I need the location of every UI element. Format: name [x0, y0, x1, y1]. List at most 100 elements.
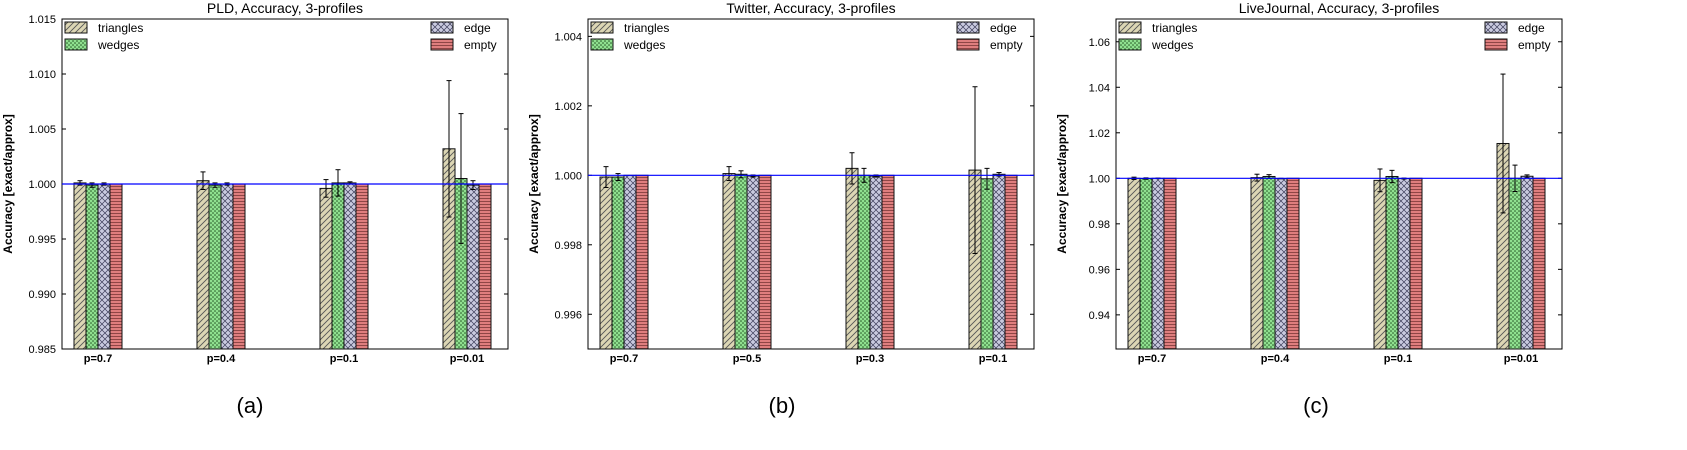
legend-swatch-wedges	[590, 38, 614, 51]
bar-triangles	[319, 187, 333, 350]
bar-empty	[232, 183, 246, 350]
legend-label-edge: edge	[1518, 21, 1545, 35]
bar-triangles	[722, 173, 736, 350]
error-bar	[446, 80, 452, 218]
x-tick-label: p=0.7	[610, 353, 638, 365]
y-tick-label: 1.000	[28, 179, 56, 191]
y-tick-label: 1.002	[554, 101, 582, 113]
bar-wedges	[331, 182, 345, 350]
legend-label-edge: edge	[990, 21, 1017, 35]
legend: triangles wedges edge empty	[64, 21, 497, 52]
legend-swatch-edge	[430, 21, 454, 34]
x-tick-label: p=0.7	[84, 353, 112, 365]
legend-swatch-triangles	[64, 21, 88, 34]
legend: triangles wedges edge empty	[1118, 21, 1551, 52]
error-bar	[849, 152, 855, 185]
error-bar	[738, 170, 744, 179]
y-tick-label: 1.00	[1089, 173, 1110, 185]
panel-caption: (b)	[769, 393, 796, 418]
legend-swatch-edge	[956, 21, 980, 34]
error-bar	[603, 166, 609, 188]
bar-wedges	[208, 184, 222, 350]
y-tick-label: 0.990	[28, 289, 56, 301]
bar-triangles	[1250, 177, 1264, 350]
error-bar	[1389, 169, 1395, 184]
bar-empty	[355, 183, 369, 350]
panel-caption: (a)	[237, 393, 264, 418]
bar-edge	[466, 184, 480, 350]
x-tick-label: p=0.4	[1261, 353, 1290, 365]
bar-wedges	[1139, 178, 1153, 350]
x-tick-label: p=0.01	[1504, 353, 1539, 365]
legend-swatch-empty	[1484, 38, 1508, 51]
bar-empty	[478, 183, 492, 350]
y-tick-label: 1.04	[1089, 82, 1110, 94]
y-tick-label: 1.06	[1089, 37, 1110, 49]
bar-wedges	[980, 178, 994, 350]
legend-label-triangles: triangles	[1152, 21, 1197, 35]
x-tick-label: p=0.1	[330, 353, 358, 365]
error-bar	[1254, 173, 1260, 182]
error-bar	[972, 86, 978, 254]
bar-triangles	[845, 167, 859, 350]
error-bar	[470, 180, 476, 190]
x-tick-label: p=0.5	[733, 353, 761, 365]
legend-label-triangles: triangles	[624, 21, 669, 35]
y-tick-label: 1.02	[1089, 128, 1110, 140]
bar-empty	[1286, 177, 1300, 350]
bar-empty	[635, 174, 649, 350]
error-bar	[1524, 174, 1530, 179]
y-axis-label: Accuracy [exact/approx]	[1055, 114, 1069, 253]
legend-swatch-triangles	[1118, 21, 1142, 34]
bar-wedges	[1262, 175, 1276, 350]
error-bar	[984, 167, 990, 190]
bar-empty	[758, 174, 772, 350]
bar-empty	[1532, 177, 1546, 350]
bar-triangles	[599, 176, 613, 350]
y-tick-label: 0.998	[554, 240, 582, 252]
plot-frame	[1115, 18, 1563, 350]
bar-triangles	[73, 182, 87, 350]
bar-edge	[1397, 178, 1411, 350]
bar-edge	[623, 174, 637, 350]
legend-swatch-edge	[1484, 21, 1508, 34]
bar-edge	[343, 182, 357, 350]
y-tick-label: 1.000	[554, 170, 582, 182]
bar-triangles	[1127, 177, 1141, 350]
bar-wedges	[1385, 175, 1399, 350]
panel-caption: (c)	[1303, 393, 1329, 418]
chart-panel-1: PLD, Accuracy, 3-profiles 0.985 0.990 0.995…	[1, 0, 509, 418]
legend-swatch-wedges	[64, 38, 88, 51]
x-tick-label: p=0.1	[979, 353, 1007, 365]
error-bar	[335, 169, 341, 197]
x-tick-label: p=0.1	[1384, 353, 1412, 365]
bar-wedges	[85, 184, 99, 350]
bar-edge	[1520, 175, 1534, 350]
legend-swatch-empty	[430, 38, 454, 51]
plot-frame	[587, 18, 1035, 350]
y-tick-label: 0.98	[1089, 219, 1110, 231]
chart-panel-2: Twitter, Accuracy, 3-profiles 0.996 0.998 1…	[527, 0, 1035, 418]
error-bar	[1377, 168, 1383, 193]
legend-swatch-wedges	[1118, 38, 1142, 51]
bar-edge	[97, 183, 111, 350]
bar-triangles	[1373, 179, 1387, 350]
error-bar	[458, 113, 464, 244]
error-bar	[323, 179, 329, 198]
bar-edge	[1274, 178, 1288, 350]
y-tick-label: 0.94	[1089, 310, 1110, 322]
bar-empty	[1163, 177, 1177, 350]
bar-empty	[1409, 177, 1423, 350]
bar-wedges	[611, 176, 625, 350]
bar-wedges	[734, 173, 748, 350]
bar-edge	[1151, 177, 1165, 350]
y-tick-label: 0.996	[554, 309, 582, 321]
chart-title: PLD, Accuracy, 3-profiles	[207, 0, 363, 16]
y-tick-label: 1.015	[28, 14, 56, 26]
bar-triangles	[196, 180, 210, 350]
y-tick-label: 1.010	[28, 69, 56, 81]
bar-edge	[869, 175, 883, 350]
y-axis-label: Accuracy [exact/approx]	[527, 114, 541, 253]
bar-empty	[881, 174, 895, 350]
